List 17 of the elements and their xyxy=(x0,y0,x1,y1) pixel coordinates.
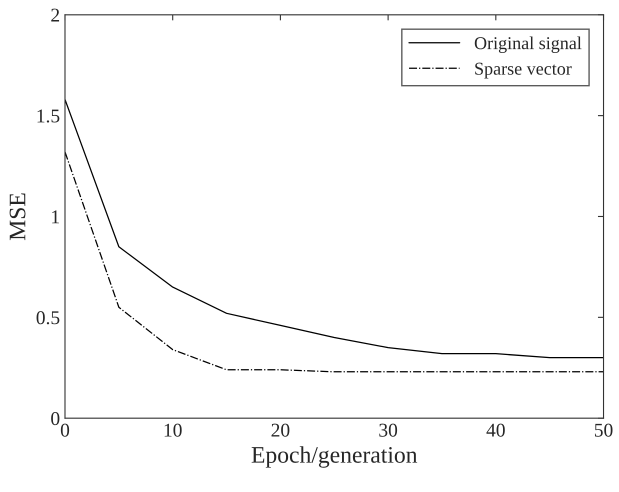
y-tick-label: 0 xyxy=(51,412,60,426)
x-tick-label: 10 xyxy=(164,424,182,437)
legend-label: Original signal xyxy=(474,36,582,53)
y-axis-title: MSE xyxy=(10,193,26,240)
line-series xyxy=(64,151,604,372)
y-tick-label: 2 xyxy=(51,8,60,22)
x-tick-label: 20 xyxy=(272,424,290,437)
x-tick-label: 30 xyxy=(379,424,398,437)
y-tick-label: 0.5 xyxy=(36,311,60,324)
legend-label: Sparse vector xyxy=(475,62,572,78)
y-tick-label: 1.5 xyxy=(38,110,60,123)
y-tick-label: 1 xyxy=(52,210,59,224)
x-tick-label: 50 xyxy=(594,424,613,437)
x-tick-label: 0 xyxy=(60,424,70,437)
line-series xyxy=(64,98,604,358)
x-axis-title: Epoch/generation xyxy=(252,446,418,468)
x-tick-label: 40 xyxy=(486,424,505,437)
